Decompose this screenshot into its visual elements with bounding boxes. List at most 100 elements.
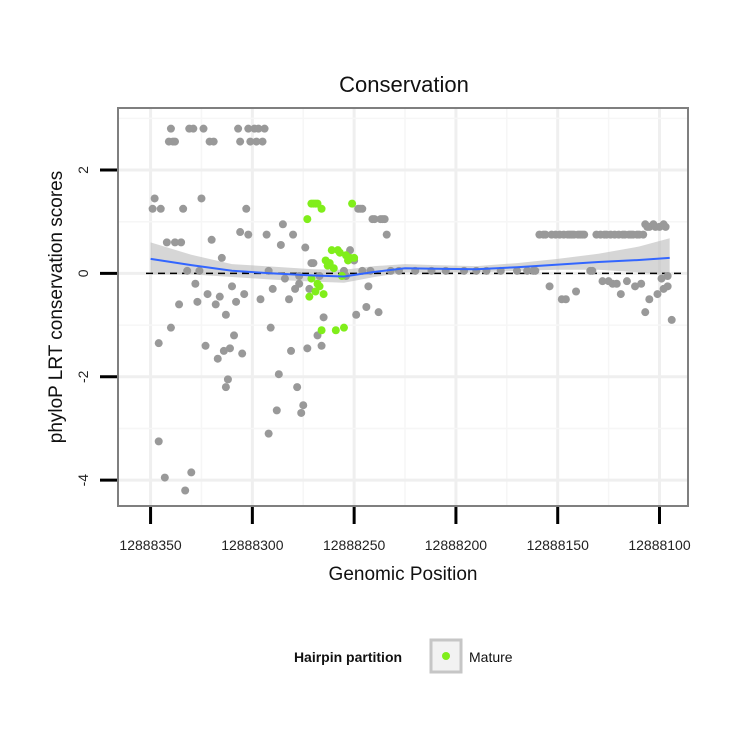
x-tick-label: 12888150	[527, 537, 590, 553]
x-tick-label: 12888300	[221, 537, 284, 553]
point-other	[472, 266, 481, 275]
legend-label-mature: Mature	[469, 649, 513, 665]
point-other	[380, 215, 389, 224]
point-other	[663, 271, 672, 280]
point-other	[154, 437, 163, 446]
point-mature	[327, 246, 336, 255]
point-other	[162, 238, 171, 247]
point-other	[598, 277, 607, 286]
point-other	[637, 279, 646, 288]
point-other	[221, 310, 230, 319]
smooth-ci-ribbon	[150, 238, 670, 283]
point-other	[293, 383, 302, 392]
point-other	[297, 408, 306, 417]
x-tick-label: 12888100	[628, 537, 691, 553]
point-other	[309, 259, 318, 268]
point-other	[370, 215, 379, 224]
point-other	[262, 230, 271, 239]
point-other	[171, 137, 179, 146]
point-other	[541, 230, 550, 239]
point-mature	[350, 253, 359, 262]
point-other	[225, 344, 234, 353]
point-other	[616, 290, 625, 299]
point-other	[211, 300, 220, 309]
point-other	[657, 274, 666, 283]
point-other	[240, 290, 249, 299]
point-other	[374, 308, 383, 317]
point-mature	[317, 326, 326, 335]
point-other	[513, 266, 521, 275]
point-other	[232, 297, 241, 306]
point-mature	[315, 282, 324, 291]
point-other	[295, 279, 304, 288]
point-other	[274, 370, 283, 379]
point-other	[156, 204, 165, 213]
point-other	[272, 406, 281, 415]
point-other	[645, 295, 654, 304]
point-other	[213, 354, 222, 363]
point-other	[193, 297, 202, 306]
point-other	[217, 253, 226, 262]
point-other	[268, 284, 277, 293]
point-other	[238, 349, 247, 358]
point-other	[166, 323, 175, 332]
legend-title: Hairpin partition	[294, 649, 402, 665]
point-other	[199, 124, 208, 133]
point-other	[171, 238, 179, 247]
point-other	[181, 486, 190, 495]
point-other	[219, 346, 228, 355]
point-mature	[331, 326, 340, 335]
point-other	[572, 287, 581, 296]
point-mature	[319, 290, 328, 299]
point-other	[201, 341, 210, 350]
point-other	[215, 292, 224, 301]
point-other	[230, 331, 239, 340]
point-other	[663, 282, 672, 291]
point-other	[531, 266, 540, 275]
y-tick-label: -2	[75, 370, 91, 383]
point-other	[285, 295, 293, 304]
point-other	[177, 238, 186, 247]
point-other	[209, 137, 218, 146]
point-other	[195, 266, 204, 275]
point-other	[299, 401, 308, 410]
point-other	[252, 137, 261, 146]
point-other	[580, 230, 589, 239]
x-tick-label: 12888250	[323, 537, 386, 553]
point-other	[460, 266, 469, 275]
point-other	[187, 468, 196, 477]
point-other	[301, 243, 310, 252]
y-tick-label: 2	[75, 166, 91, 174]
point-other	[197, 194, 206, 203]
point-mature	[307, 274, 316, 283]
point-other	[264, 429, 273, 438]
point-other	[244, 124, 253, 133]
point-other	[254, 124, 263, 133]
x-tick-label: 12888200	[425, 537, 488, 553]
point-other	[148, 204, 157, 213]
point-mature	[348, 199, 357, 208]
point-other	[207, 235, 216, 244]
point-other	[276, 240, 285, 249]
data-points	[148, 124, 676, 495]
point-other	[382, 230, 391, 239]
point-other	[612, 279, 621, 288]
point-other	[266, 323, 275, 332]
x-axis: 12888350 12888300 12888250 12888200 12888150…	[119, 507, 691, 553]
point-other	[295, 271, 304, 280]
legend-key-box	[429, 638, 463, 674]
point-other	[160, 473, 169, 482]
point-mature	[339, 323, 348, 332]
point-mature	[329, 264, 338, 273]
point-other	[523, 266, 532, 275]
point-other	[150, 194, 159, 203]
point-other	[242, 204, 251, 213]
x-tick-label: 12888350	[119, 537, 182, 553]
point-other	[183, 266, 192, 275]
point-other	[223, 375, 232, 384]
point-other	[221, 383, 230, 392]
point-other	[653, 290, 662, 299]
point-other	[203, 290, 212, 299]
point-other	[246, 137, 255, 146]
